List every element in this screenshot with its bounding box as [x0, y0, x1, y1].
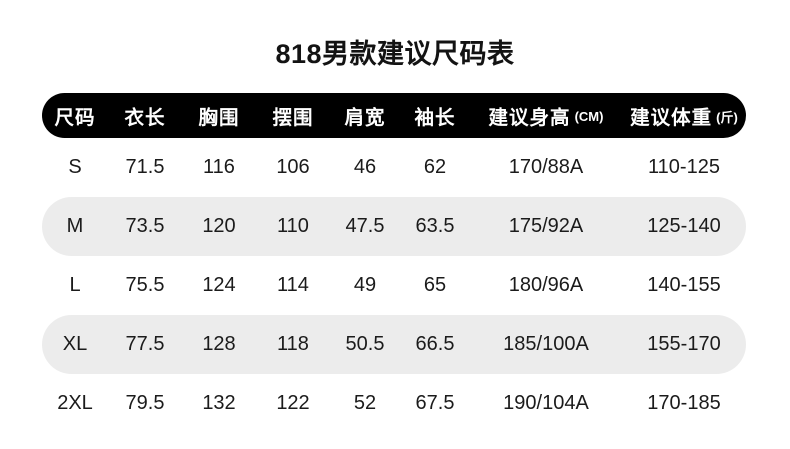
cell-chest: 132: [202, 392, 236, 414]
cell-chest: 120: [202, 215, 236, 237]
cell-hem: 122: [276, 392, 310, 414]
cell-chest: 116: [203, 156, 235, 178]
cell-sleeve: 63.5: [415, 215, 455, 237]
table-row: XL 77.5 128 118 50.5 66.5 185/100A 155-1…: [42, 315, 746, 374]
size-chart-table: 尺码 衣长 胸围 摆围 肩宽 袖长 建议身高 (CM) 建议体重: [42, 93, 746, 433]
cell-sleeve: 65: [423, 274, 447, 296]
column-header-label: 建议身高: [488, 107, 571, 129]
cell-weight: 155-170: [647, 333, 721, 355]
cell-weight: 125-140: [647, 215, 721, 237]
cell-shoulder: 50.5: [345, 333, 385, 355]
cell-size: 2XL: [57, 392, 93, 414]
cell-shoulder: 49: [353, 274, 377, 296]
cell-weight: 140-155: [647, 274, 721, 296]
column-header-label: 尺码: [54, 107, 96, 129]
table-row: M 73.5 120 110 47.5 63.5 175/92A 125-140: [42, 197, 746, 256]
cell-garment-length: 71.5: [125, 156, 165, 178]
column-header-label: 肩宽: [344, 107, 386, 129]
column-header-garment-length: 衣长: [108, 93, 182, 138]
column-header-chest: 胸围: [182, 93, 256, 138]
cell-hem: 106: [276, 156, 310, 178]
cell-garment-length: 77.5: [125, 333, 165, 355]
cell-sleeve: 67.5: [415, 392, 455, 414]
cell-height: 185/100A: [503, 333, 589, 355]
cell-chest: 124: [202, 274, 236, 296]
column-header-label: 建议体重: [630, 107, 713, 129]
cell-size: M: [66, 215, 84, 237]
column-header-unit: (CM): [574, 109, 604, 124]
cell-sleeve: 66.5: [415, 333, 455, 355]
column-header-label: 衣长: [124, 107, 166, 129]
column-header-shoulder: 肩宽: [330, 93, 400, 138]
table-row: L 75.5 124 114 49 65 180/96A 140-155: [42, 256, 746, 315]
column-header-unit: (斤): [716, 110, 738, 125]
cell-hem: 110: [277, 215, 309, 237]
cell-garment-length: 79.5: [125, 392, 165, 414]
cell-hem: 114: [277, 274, 309, 296]
column-header-label: 胸围: [198, 107, 240, 129]
cell-shoulder: 47.5: [345, 215, 385, 237]
cell-height: 170/88A: [508, 156, 584, 178]
column-header-size: 尺码: [42, 93, 108, 138]
cell-height: 190/104A: [503, 392, 589, 414]
column-header-weight: 建议体重 (斤): [622, 93, 746, 138]
table-row: S 71.5 116 106 46 62 170/88A 110-125: [42, 138, 746, 197]
cell-shoulder: 46: [353, 156, 377, 178]
cell-height: 180/96A: [508, 274, 584, 296]
cell-height: 175/92A: [508, 215, 584, 237]
cell-chest: 128: [202, 333, 236, 355]
column-header-label: 袖长: [414, 107, 456, 129]
cell-size: L: [69, 274, 81, 296]
column-header-hem: 摆围: [256, 93, 330, 138]
cell-weight: 110-125: [648, 156, 720, 178]
cell-sleeve: 62: [423, 156, 447, 178]
column-header-sleeve: 袖长: [400, 93, 470, 138]
cell-garment-length: 73.5: [125, 215, 165, 237]
cell-hem: 118: [277, 333, 309, 355]
cell-size: S: [68, 156, 82, 178]
cell-weight: 170-185: [647, 392, 721, 414]
table-row: 2XL 79.5 132 122 52 67.5 190/104A 170-18…: [42, 374, 746, 433]
cell-shoulder: 52: [353, 392, 377, 414]
column-header-height: 建议身高 (CM): [470, 93, 622, 138]
cell-garment-length: 75.5: [125, 274, 165, 296]
cell-size: XL: [62, 333, 88, 355]
column-header-label: 摆围: [272, 107, 314, 129]
table-header-row: 尺码 衣长 胸围 摆围 肩宽 袖长 建议身高 (CM) 建议体重: [42, 93, 746, 138]
page-title: 818男款建议尺码表: [275, 39, 515, 69]
